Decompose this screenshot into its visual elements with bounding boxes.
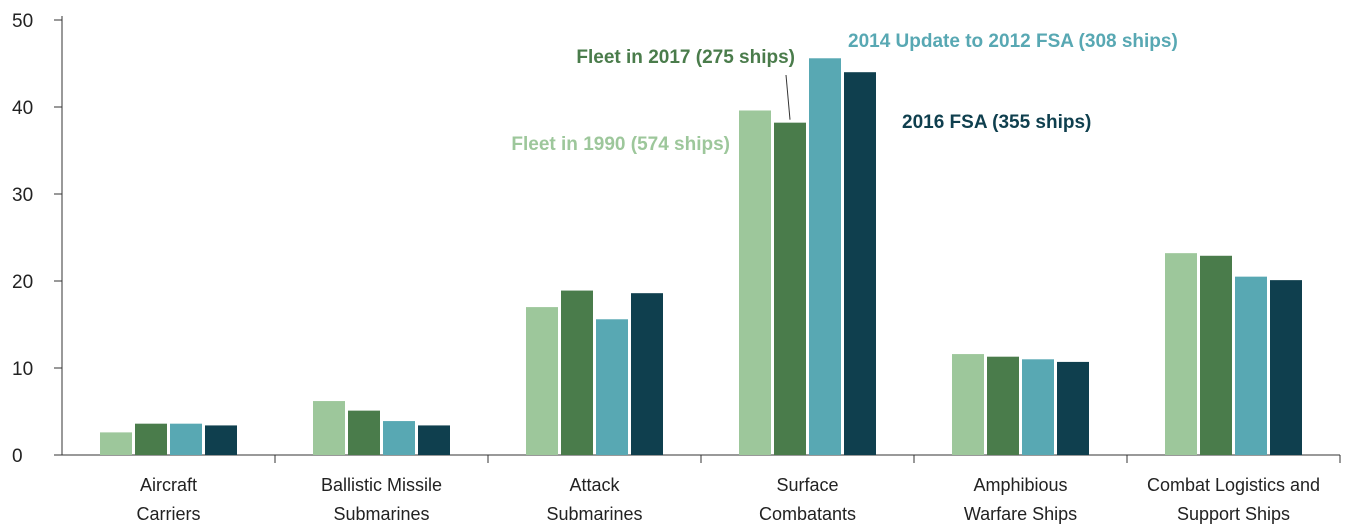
bar-1-6 <box>1165 253 1197 455</box>
axes: 0 10 20 30 40 50 <box>12 11 1341 467</box>
bar-4-6 <box>1270 280 1302 455</box>
bar-3-2 <box>383 421 415 455</box>
bars <box>100 58 1302 455</box>
bar-2-2 <box>348 410 380 455</box>
bar-3-4 <box>809 58 841 455</box>
y-tick-label: 30 <box>12 185 33 206</box>
bar-1-2 <box>313 401 345 455</box>
bar-1-5 <box>952 354 984 455</box>
category-label: Support Ships <box>1177 504 1290 524</box>
legend-annotations: Fleet in 1990 (574 ships) Fleet in 2017 (… <box>511 31 1177 155</box>
y-tick-label: 0 <box>12 446 23 467</box>
category-label: Combatants <box>759 504 856 524</box>
category-label: Combat Logistics and <box>1147 475 1320 495</box>
category-label: Amphibious <box>973 475 1067 495</box>
category-label: Aircraft <box>140 475 197 495</box>
bar-4-4 <box>844 72 876 455</box>
bar-4-3 <box>631 293 663 455</box>
bar-4-5 <box>1057 361 1089 455</box>
legend-label-2: Fleet in 2017 (275 ships) <box>576 47 795 68</box>
bar-3-3 <box>596 319 628 455</box>
category-label: Warfare Ships <box>964 504 1077 524</box>
y-tick-label: 10 <box>12 359 33 380</box>
bar-3-1 <box>170 423 202 455</box>
category-label: Ballistic Missile <box>321 475 442 495</box>
bar-3-5 <box>1022 359 1054 455</box>
category-label: Submarines <box>333 504 429 524</box>
bar-1-3 <box>526 307 558 455</box>
y-tick-label: 40 <box>12 98 33 119</box>
bar-2-1 <box>135 423 167 455</box>
category-label: Surface <box>776 475 838 495</box>
category-labels: Aircraft Carriers Ballistic Missile Submari… <box>136 475 1320 524</box>
bar-3-6 <box>1235 276 1267 455</box>
bar-2-6 <box>1200 255 1232 455</box>
bar-4-1 <box>205 425 237 455</box>
legend-label-4: 2016 FSA (355 ships) <box>902 112 1091 133</box>
legend-label-3: 2014 Update to 2012 FSA (308 ships) <box>848 31 1178 52</box>
bar-1-4 <box>739 110 771 455</box>
bar-2-3 <box>561 290 593 455</box>
legend-label-1: Fleet in 1990 (574 ships) <box>511 134 730 155</box>
bar-2-4 <box>774 122 806 455</box>
bar-2-5 <box>987 356 1019 455</box>
y-tick-label: 50 <box>12 11 33 32</box>
y-tick-label: 20 <box>12 272 33 293</box>
category-label: Attack <box>569 475 620 495</box>
category-label: Submarines <box>546 504 642 524</box>
bar-1-1 <box>100 432 132 455</box>
category-label: Carriers <box>136 504 200 524</box>
legend-leader-line <box>785 74 791 120</box>
bar-4-2 <box>418 425 450 455</box>
